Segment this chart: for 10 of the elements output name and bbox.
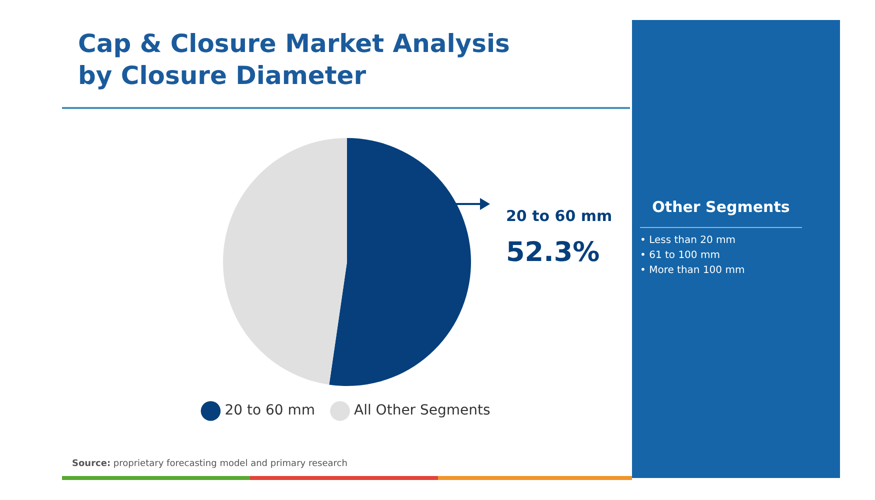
legend-label: All Other Segments xyxy=(354,402,490,419)
data-label: 52.3% xyxy=(506,237,600,268)
text: Other Segments xyxy=(651,198,791,216)
text: • 61 to 100 mm xyxy=(640,249,721,263)
text: • More than 100 mm xyxy=(640,264,745,278)
source-note: Source: proprietary forecasting model and primary research xyxy=(72,459,348,469)
legend-label: 20 to 60 mm xyxy=(224,402,316,419)
slice-label: 20 to 60 mm xyxy=(506,206,612,225)
text: • Less than 20 mm xyxy=(640,234,737,248)
chart-title: Cap & Closure Market Analysis by Closure Diameter xyxy=(78,28,511,92)
